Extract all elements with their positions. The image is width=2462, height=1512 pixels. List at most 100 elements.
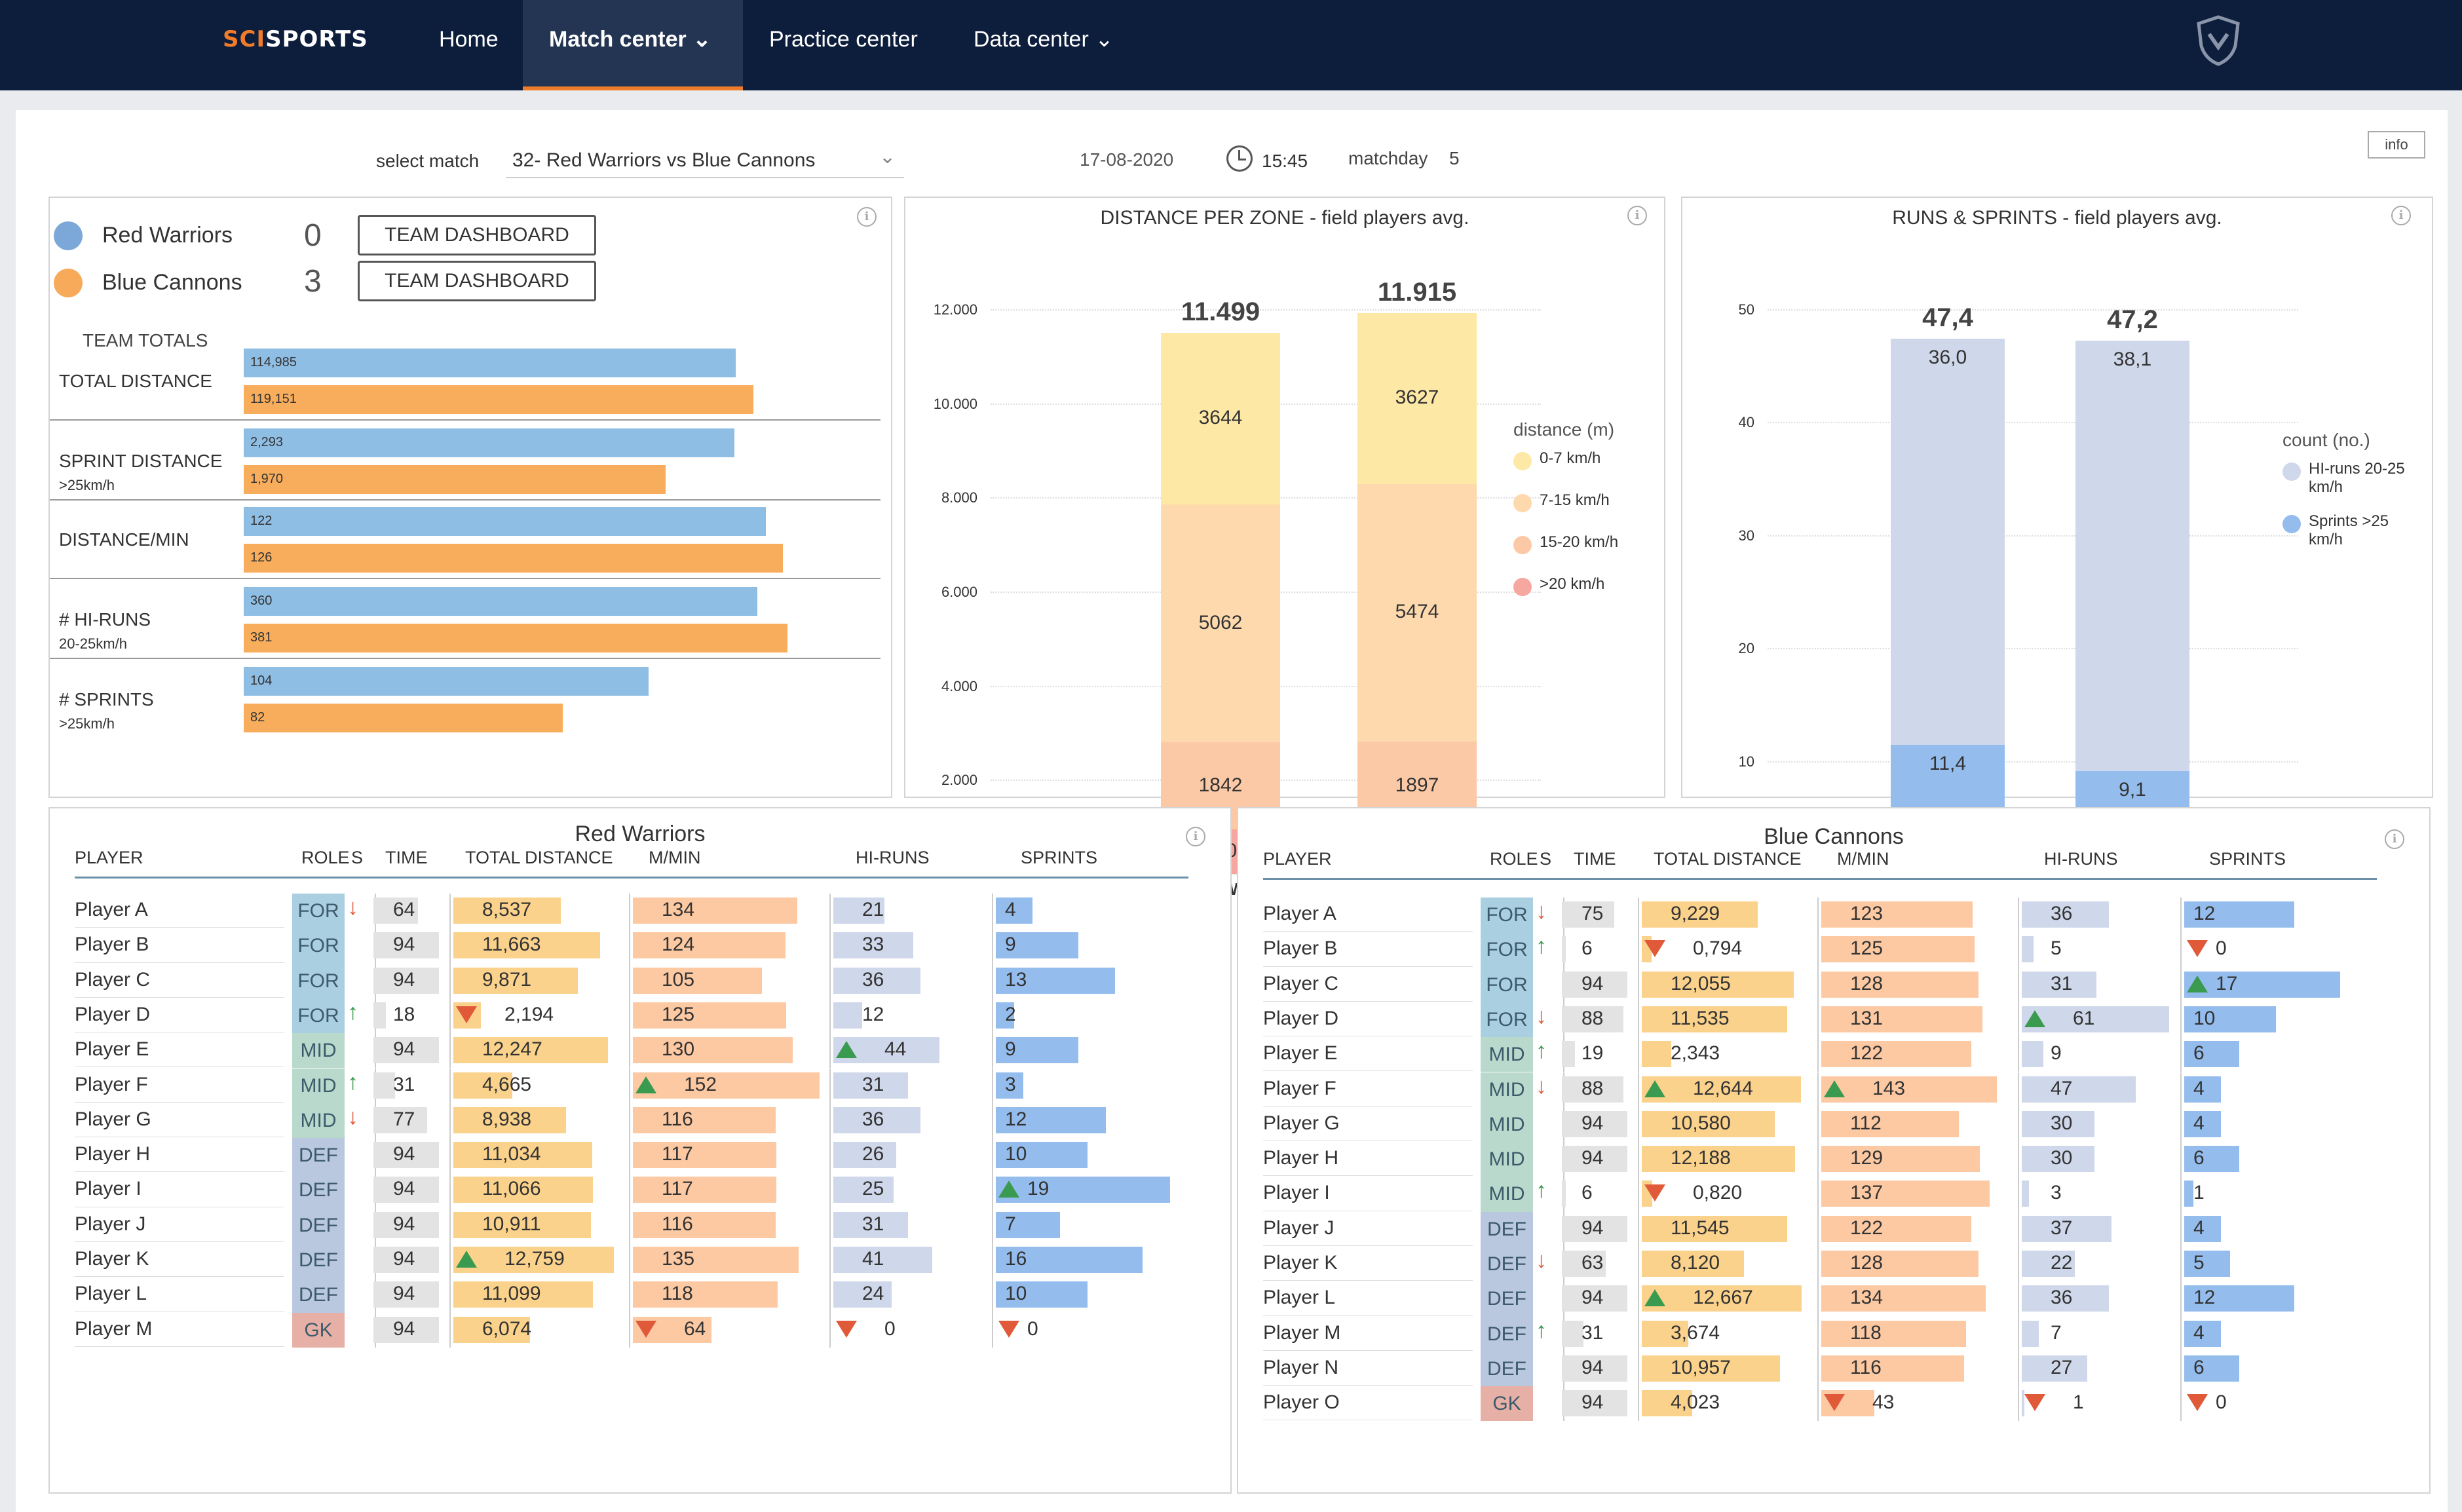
table-row[interactable]: Player C FOR 94 12,055 128 31 17 (1238, 967, 2391, 1002)
table-row[interactable]: Player H MID 94 12,188 129 30 6 (1238, 1142, 2391, 1177)
dist-bar (1642, 971, 1794, 998)
info-button[interactable]: info (2368, 131, 2425, 159)
player-name[interactable]: Player I (1263, 1182, 1330, 1204)
column-header: SPRINTS (2209, 849, 2286, 869)
row-divider (1263, 966, 1473, 967)
player-name[interactable]: Player G (75, 1108, 151, 1130)
mmin-bar (633, 1142, 776, 1169)
column-divider (629, 928, 630, 964)
blue-team-dashboard-button[interactable]: TEAM DASHBOARD (358, 261, 596, 301)
time-bar (1562, 1181, 1566, 1207)
table-row[interactable]: Player N DEF 94 10,957 116 27 6 (1238, 1351, 2391, 1387)
player-name[interactable]: Player A (1263, 903, 1336, 924)
match-select-value: 32- Red Warriors vs Blue Cannons (512, 149, 816, 171)
spr-value: 6 (2193, 1042, 2205, 1065)
table-row[interactable]: Player H DEF 94 11,034 117 26 10 (50, 1138, 1203, 1173)
nav-match-center[interactable]: Match center ⌄ (523, 0, 743, 90)
substitution-in-icon: ↑ (1536, 1178, 1547, 1203)
club-shield-icon[interactable] (2195, 14, 2242, 70)
info-icon[interactable]: i (2385, 829, 2404, 849)
table-row[interactable]: Player G MID 94 10,580 112 30 4 (1238, 1106, 2391, 1143)
table-row[interactable]: Player C FOR 94 9,871 105 36 13 (50, 963, 1203, 998)
player-name[interactable]: Player H (75, 1143, 151, 1165)
player-name[interactable]: Player L (1263, 1287, 1336, 1309)
table-row[interactable]: Player G MID ↓ 77 8,938 116 36 12 (50, 1103, 1203, 1139)
player-name[interactable]: Player F (75, 1073, 148, 1095)
table-row[interactable]: Player E MID ↑ 19 2,343 122 9 6 (1238, 1037, 2391, 1072)
nav-home[interactable]: Home (439, 27, 499, 52)
player-name[interactable]: Player A (75, 899, 148, 920)
table-row[interactable]: Player O GK 94 4,023 43 1 0 (1238, 1386, 2391, 1422)
player-name[interactable]: Player E (75, 1038, 149, 1061)
player-name[interactable]: Player I (75, 1178, 142, 1200)
player-name[interactable]: Player G (1263, 1112, 1340, 1134)
column-divider (2018, 1386, 2019, 1422)
dist-bar (453, 1037, 608, 1064)
spr-value: 10 (1005, 1143, 1027, 1165)
segment-value-label: 1842 (1198, 774, 1243, 796)
table-row[interactable]: Player B FOR 94 11,663 124 33 9 (50, 928, 1203, 964)
mmin-bar (1821, 1076, 1997, 1103)
nav-practice-center[interactable]: Practice center (769, 27, 918, 52)
player-name[interactable]: Player D (1263, 1007, 1339, 1029)
match-select[interactable]: 32- Red Warriors vs Blue Cannons ⌄ (506, 145, 904, 178)
table-row[interactable]: Player K DEF 94 12,759 135 41 16 (50, 1243, 1203, 1278)
table-row[interactable]: Player L DEF 94 12,667 134 36 12 (1238, 1281, 2391, 1317)
table-row[interactable]: Player J DEF 94 11,545 122 37 4 (1238, 1211, 2391, 1247)
player-name[interactable]: Player F (1263, 1077, 1336, 1099)
player-name[interactable]: Player J (75, 1213, 146, 1235)
table-row[interactable]: Player I MID ↑ 6 0,820 137 3 1 (1238, 1177, 2391, 1212)
table-row[interactable]: Player K DEF ↓ 63 8,120 128 22 5 (1238, 1247, 2391, 1282)
table-row[interactable]: Player A FOR ↓ 75 9,229 123 36 12 (1238, 898, 2391, 933)
info-icon[interactable]: i (1627, 206, 1647, 225)
dist-bar (453, 898, 561, 924)
player-role: MID (1481, 1072, 1533, 1107)
table-row[interactable]: Player F MID ↓ 88 12,644 143 47 4 (1238, 1072, 2391, 1107)
nav-data-center[interactable]: Data center ⌄ (974, 27, 1114, 52)
info-icon[interactable]: i (857, 207, 877, 227)
mmin-value: 134 (662, 899, 695, 920)
table-row[interactable]: Player I DEF 94 11,066 117 25 19 (50, 1173, 1203, 1208)
column-divider (1638, 932, 1639, 968)
player-name[interactable]: Player B (1263, 937, 1338, 960)
table-row[interactable]: Player A FOR ↓ 64 8,537 134 21 4 (50, 894, 1203, 929)
player-name[interactable]: Player H (1263, 1147, 1339, 1169)
scisports-logo[interactable]: SCISPORTS (223, 26, 368, 52)
table-row[interactable]: Player D FOR ↑ 18 2,194 125 12 2 (50, 998, 1203, 1034)
table-row[interactable]: Player E MID 94 12,247 130 44 9 (50, 1033, 1203, 1068)
table-row[interactable]: Player J DEF 94 10,911 116 31 7 (50, 1207, 1203, 1243)
table-row[interactable]: Player B FOR ↑ 6 0,794 125 5 0 (1238, 932, 2391, 968)
table-row[interactable]: Player M GK 94 6,074 64 0 0 (50, 1312, 1203, 1348)
hir-value: 41 (862, 1248, 884, 1270)
column-divider (992, 1207, 993, 1243)
player-name[interactable]: Player O (1263, 1391, 1340, 1414)
time-value: 63 (1581, 1252, 1604, 1274)
player-name[interactable]: Player J (1263, 1217, 1335, 1239)
player-name[interactable]: Player D (75, 1003, 151, 1025)
table-row[interactable]: Player D FOR ↓ 88 11,535 131 61 10 (1238, 1002, 2391, 1038)
player-name[interactable]: Player C (75, 968, 151, 991)
player-name[interactable]: Player M (1263, 1321, 1341, 1344)
hir-value: 12 (862, 1003, 884, 1025)
legend-swatch (1513, 494, 1532, 512)
substitution-in-icon: ↑ (347, 999, 358, 1025)
player-name[interactable]: Player K (75, 1248, 149, 1270)
player-role: FOR (292, 963, 345, 998)
totals-row-sublabel: 20-25km/h (59, 635, 127, 652)
player-name[interactable]: Player C (1263, 972, 1339, 994)
info-icon[interactable]: i (1186, 827, 1205, 846)
table-row[interactable]: Player F MID ↑ 31 4,665 152 31 3 (50, 1068, 1203, 1103)
info-icon[interactable]: i (2391, 206, 2411, 225)
column-divider (2180, 932, 2182, 968)
spr-value: 5 (2193, 1252, 2205, 1274)
player-name[interactable]: Player B (75, 934, 149, 956)
player-name[interactable]: Player K (1263, 1252, 1338, 1274)
player-name[interactable]: Player E (1263, 1042, 1338, 1065)
spr-value: 0 (1027, 1317, 1038, 1340)
table-row[interactable]: Player M DEF ↑ 31 3,674 118 7 4 (1238, 1316, 2391, 1351)
player-name[interactable]: Player N (1263, 1356, 1339, 1378)
red-team-dashboard-button[interactable]: TEAM DASHBOARD (358, 215, 596, 255)
player-name[interactable]: Player M (75, 1317, 153, 1340)
table-row[interactable]: Player L DEF 94 11,099 118 24 10 (50, 1277, 1203, 1313)
player-name[interactable]: Player L (75, 1283, 147, 1305)
